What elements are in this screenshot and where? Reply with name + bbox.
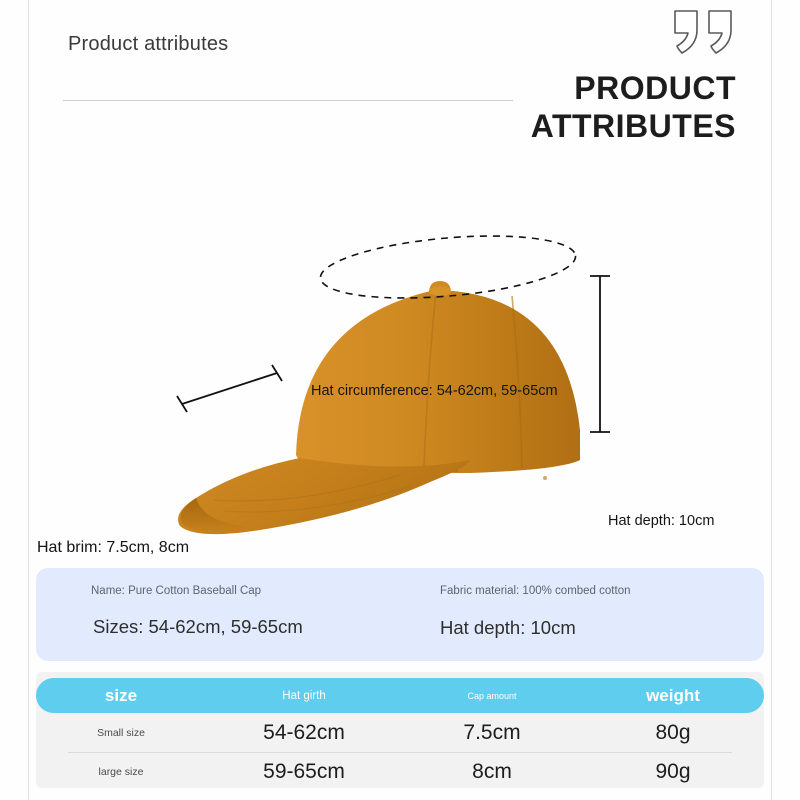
annotation-depth: Hat depth: 10cm <box>608 513 715 529</box>
cell-hat-girth: 59-65cm <box>263 760 345 783</box>
info-sizes: Sizes: 54-62cm, 59-65cm <box>93 616 303 637</box>
page-title-line2: ATTRIBUTES <box>530 107 736 144</box>
table-row: large size 59-65cm 8cm 90g <box>36 753 764 791</box>
spec-table: size Hat girth Cap amount weight Small s… <box>36 672 764 788</box>
table-header-row: size Hat girth Cap amount weight <box>36 678 764 713</box>
page-subtitle: Product attributes <box>68 33 229 55</box>
right-frame-line <box>771 0 772 800</box>
info-hat-depth: Hat depth: 10cm <box>440 617 576 638</box>
left-frame-line <box>28 0 29 800</box>
cell-cap-amount: 7.5cm <box>463 721 521 744</box>
cell-cap-amount: 8cm <box>472 760 512 783</box>
cell-weight: 80g <box>655 721 691 744</box>
column-header-weight: weight <box>646 685 700 705</box>
page-title-line1: PRODUCT <box>574 70 736 106</box>
header-divider <box>63 100 513 101</box>
info-fabric-material: Fabric material: 100% combed cotton <box>440 585 631 597</box>
table-row: Small size 54-62cm 7.5cm 80g <box>36 714 764 752</box>
info-product-name: Name: Pure Cotton Baseball Cap <box>91 585 262 597</box>
column-header-hat-girth: Hat girth <box>282 689 326 702</box>
cell-hat-girth: 54-62cm <box>263 721 345 744</box>
table-row-divider <box>68 752 732 753</box>
product-diagram: Hat circumference: 54-62cm, 59-65cm Hat … <box>0 170 800 556</box>
cell-size: Small size <box>97 727 145 739</box>
column-header-cap-amount: Cap amount <box>467 690 517 701</box>
cell-weight: 90g <box>655 760 691 783</box>
cell-size: large size <box>98 766 144 778</box>
page-title: PRODUCT ATTRIBUTES <box>256 70 736 146</box>
annotation-brim: Hat brim: 7.5cm, 8cm <box>37 539 190 556</box>
quote-mark-icon <box>669 8 739 56</box>
annotation-circumference: Hat circumference: 54-62cm, 59-65cm <box>311 383 558 399</box>
column-header-size: size <box>104 685 138 705</box>
info-panel: Name: Pure Cotton Baseball Cap Fabric ma… <box>36 568 764 661</box>
